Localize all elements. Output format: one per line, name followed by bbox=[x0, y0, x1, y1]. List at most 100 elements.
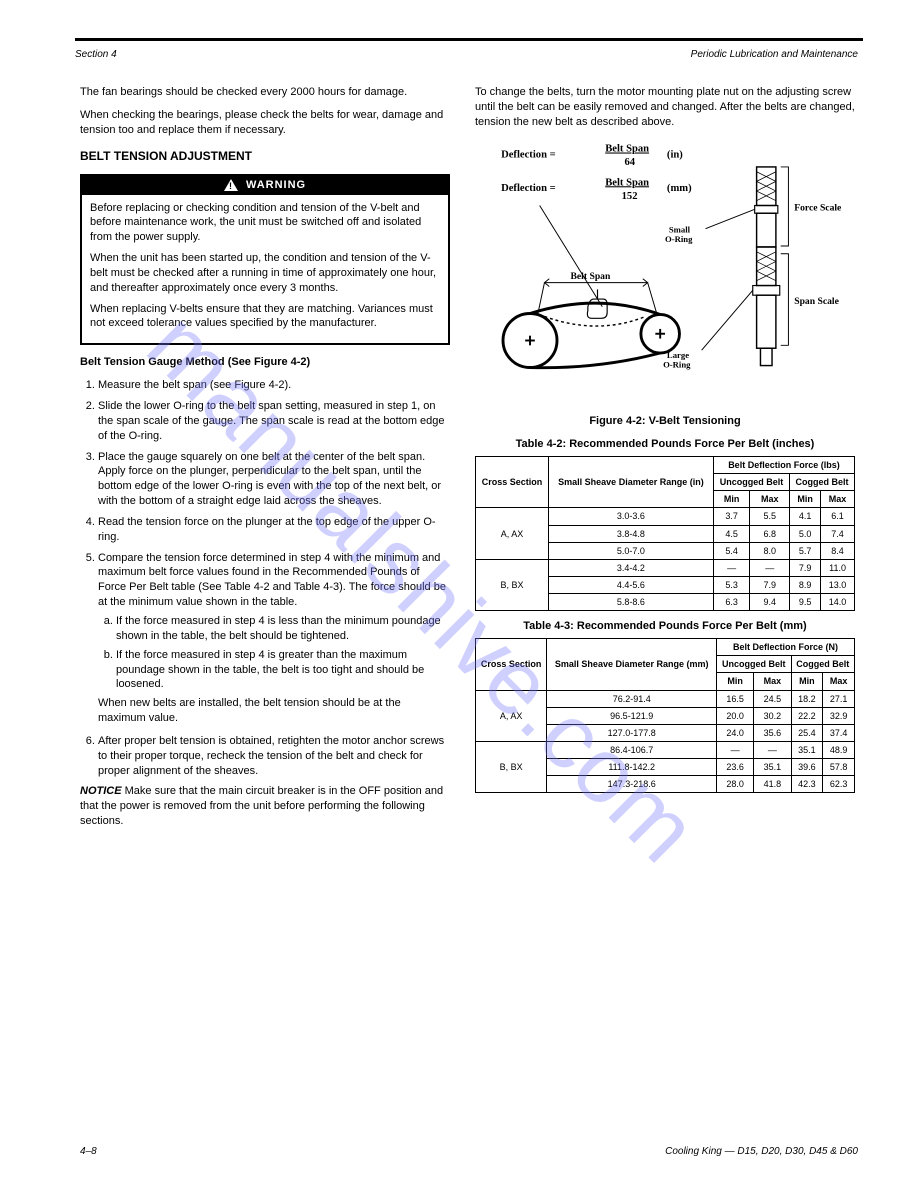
cell-cross: A, AX bbox=[476, 690, 547, 741]
cell: 96.5-121.9 bbox=[547, 707, 717, 724]
svg-text:Belt Span: Belt Span bbox=[605, 177, 649, 188]
step-6: After proper belt tension is obtained, r… bbox=[98, 734, 450, 779]
cell: 62.3 bbox=[823, 776, 855, 793]
th-min1-mm: Min bbox=[717, 673, 754, 690]
cell-cross: B, BX bbox=[476, 742, 547, 793]
cell: 111.8-142.2 bbox=[547, 759, 717, 776]
cell: 42.3 bbox=[791, 776, 823, 793]
cell: 6.1 bbox=[821, 508, 855, 525]
cell: — bbox=[750, 559, 790, 576]
th-cogged-mm: Cogged Belt bbox=[791, 656, 854, 673]
cell: 41.8 bbox=[754, 776, 791, 793]
cell: 6.8 bbox=[750, 525, 790, 542]
svg-text:64: 64 bbox=[625, 157, 636, 168]
th-force-mm: Belt Deflection Force (N) bbox=[717, 639, 855, 656]
cell: 5.8-8.6 bbox=[548, 594, 713, 611]
cell: 3.7 bbox=[713, 508, 749, 525]
th-max1-in: Max bbox=[750, 491, 790, 508]
defl-in-label: Deflection = bbox=[501, 149, 556, 160]
warning-label: WARNING bbox=[246, 179, 306, 191]
header-right: Periodic Lubrication and Maintenance bbox=[691, 48, 858, 62]
warning-body: Before replacing or checking condition a… bbox=[82, 195, 448, 344]
th-dia-in: Small Sheave Diameter Range (in) bbox=[548, 457, 713, 508]
cell: 25.4 bbox=[791, 724, 823, 741]
svg-text:(in): (in) bbox=[667, 149, 683, 160]
svg-text:!: ! bbox=[229, 181, 233, 191]
cell: 7.9 bbox=[790, 559, 821, 576]
svg-text:O-Ring: O-Ring bbox=[665, 234, 693, 244]
cell: 8.9 bbox=[790, 577, 821, 594]
svg-text:Span Scale: Span Scale bbox=[794, 295, 839, 306]
table-row: A, AX3.0-3.63.75.54.16.1 bbox=[476, 508, 855, 525]
warning-para-3: When replacing V-belts ensure that they … bbox=[90, 302, 440, 332]
table-row: A, AX76.2-91.416.524.518.227.1 bbox=[476, 690, 855, 707]
cell: 32.9 bbox=[823, 707, 855, 724]
cell: 18.2 bbox=[791, 690, 823, 707]
svg-text:Small: Small bbox=[669, 224, 691, 234]
cell: — bbox=[713, 559, 749, 576]
table-in-caption: Table 4-2: Recommended Pounds Force Per … bbox=[475, 437, 855, 452]
svg-text:152: 152 bbox=[622, 190, 638, 201]
table-row: B, BX3.4-4.2——7.911.0 bbox=[476, 559, 855, 576]
step-5-note: When new belts are installed, the belt t… bbox=[98, 696, 450, 726]
cell: 86.4-106.7 bbox=[547, 742, 717, 759]
belt-tension-diagram: Deflection = Belt Span 64 (in) Deflectio… bbox=[485, 138, 845, 408]
cell-cross: B, BX bbox=[476, 559, 549, 610]
warning-triangle-icon: ! bbox=[224, 179, 238, 191]
cell: 9.4 bbox=[750, 594, 790, 611]
cell: 4.1 bbox=[790, 508, 821, 525]
step-4: Read the tension force on the plunger at… bbox=[98, 515, 450, 545]
th-min2-in: Min bbox=[790, 491, 821, 508]
cell: 7.4 bbox=[821, 525, 855, 542]
instruction-list: Measure the belt span (see Figure 4-2). … bbox=[98, 378, 450, 778]
cell: 14.0 bbox=[821, 594, 855, 611]
cell: 22.2 bbox=[791, 707, 823, 724]
warning-box: ! WARNING Before replacing or checking c… bbox=[80, 174, 450, 346]
table-row: B, BX86.4-106.7——35.148.9 bbox=[476, 742, 855, 759]
cell: 7.9 bbox=[750, 577, 790, 594]
left-column: The fan bearings should be checked every… bbox=[80, 85, 450, 837]
cell: 23.6 bbox=[717, 759, 754, 776]
th-min1-in: Min bbox=[713, 491, 749, 508]
th-max2-in: Max bbox=[821, 491, 855, 508]
cell: 6.3 bbox=[713, 594, 749, 611]
figure-caption: Figure 4-2: V-Belt Tensioning bbox=[475, 414, 855, 429]
defl-mm-label: Deflection = bbox=[501, 183, 556, 194]
cell: 5.0 bbox=[790, 525, 821, 542]
footer-manual-title: Cooling King — D15, D20, D30, D45 & D60 bbox=[665, 1145, 858, 1159]
right-intro: To change the belts, turn the motor moun… bbox=[475, 85, 855, 130]
cell: 5.3 bbox=[713, 577, 749, 594]
figure-wrap: Deflection = Belt Span 64 (in) Deflectio… bbox=[475, 138, 855, 430]
cell: 5.0-7.0 bbox=[548, 542, 713, 559]
th-max2-mm: Max bbox=[823, 673, 855, 690]
intro-paragraph-1: The fan bearings should be checked every… bbox=[80, 85, 450, 100]
cell: 35.1 bbox=[791, 742, 823, 759]
cell: 35.6 bbox=[754, 724, 791, 741]
cell: — bbox=[717, 742, 754, 759]
cell: 28.0 bbox=[717, 776, 754, 793]
cell-cross: A, AX bbox=[476, 508, 549, 559]
warning-para-1: Before replacing or checking condition a… bbox=[90, 201, 440, 246]
cell: 8.4 bbox=[821, 542, 855, 559]
cell: 35.1 bbox=[754, 759, 791, 776]
cell: 11.0 bbox=[821, 559, 855, 576]
cell: 57.8 bbox=[823, 759, 855, 776]
th-cross-in: Cross Section bbox=[476, 457, 549, 508]
gauge-method-heading: Belt Tension Gauge Method (See Figure 4-… bbox=[80, 355, 450, 370]
th-cross-mm: Cross Section bbox=[476, 639, 547, 690]
cell: 20.0 bbox=[717, 707, 754, 724]
cell: 5.5 bbox=[750, 508, 790, 525]
th-cogged-in: Cogged Belt bbox=[790, 474, 855, 491]
footer-page-number: 4–8 bbox=[80, 1145, 97, 1159]
step-5b: If the force measured in step 4 is great… bbox=[116, 648, 450, 693]
th-min2-mm: Min bbox=[791, 673, 823, 690]
step-5: Compare the tension force determined in … bbox=[98, 551, 450, 726]
th-uncogged-mm: Uncogged Belt bbox=[717, 656, 792, 673]
step-5-text: Compare the tension force determined in … bbox=[98, 552, 446, 609]
step-1: Measure the belt span (see Figure 4-2). bbox=[98, 378, 450, 393]
cell: 24.5 bbox=[754, 690, 791, 707]
step-2: Slide the lower O-ring to the belt span … bbox=[98, 399, 450, 444]
cell: 9.5 bbox=[790, 594, 821, 611]
cell: 30.2 bbox=[754, 707, 791, 724]
warning-para-2: When the unit has been started up, the c… bbox=[90, 251, 440, 296]
